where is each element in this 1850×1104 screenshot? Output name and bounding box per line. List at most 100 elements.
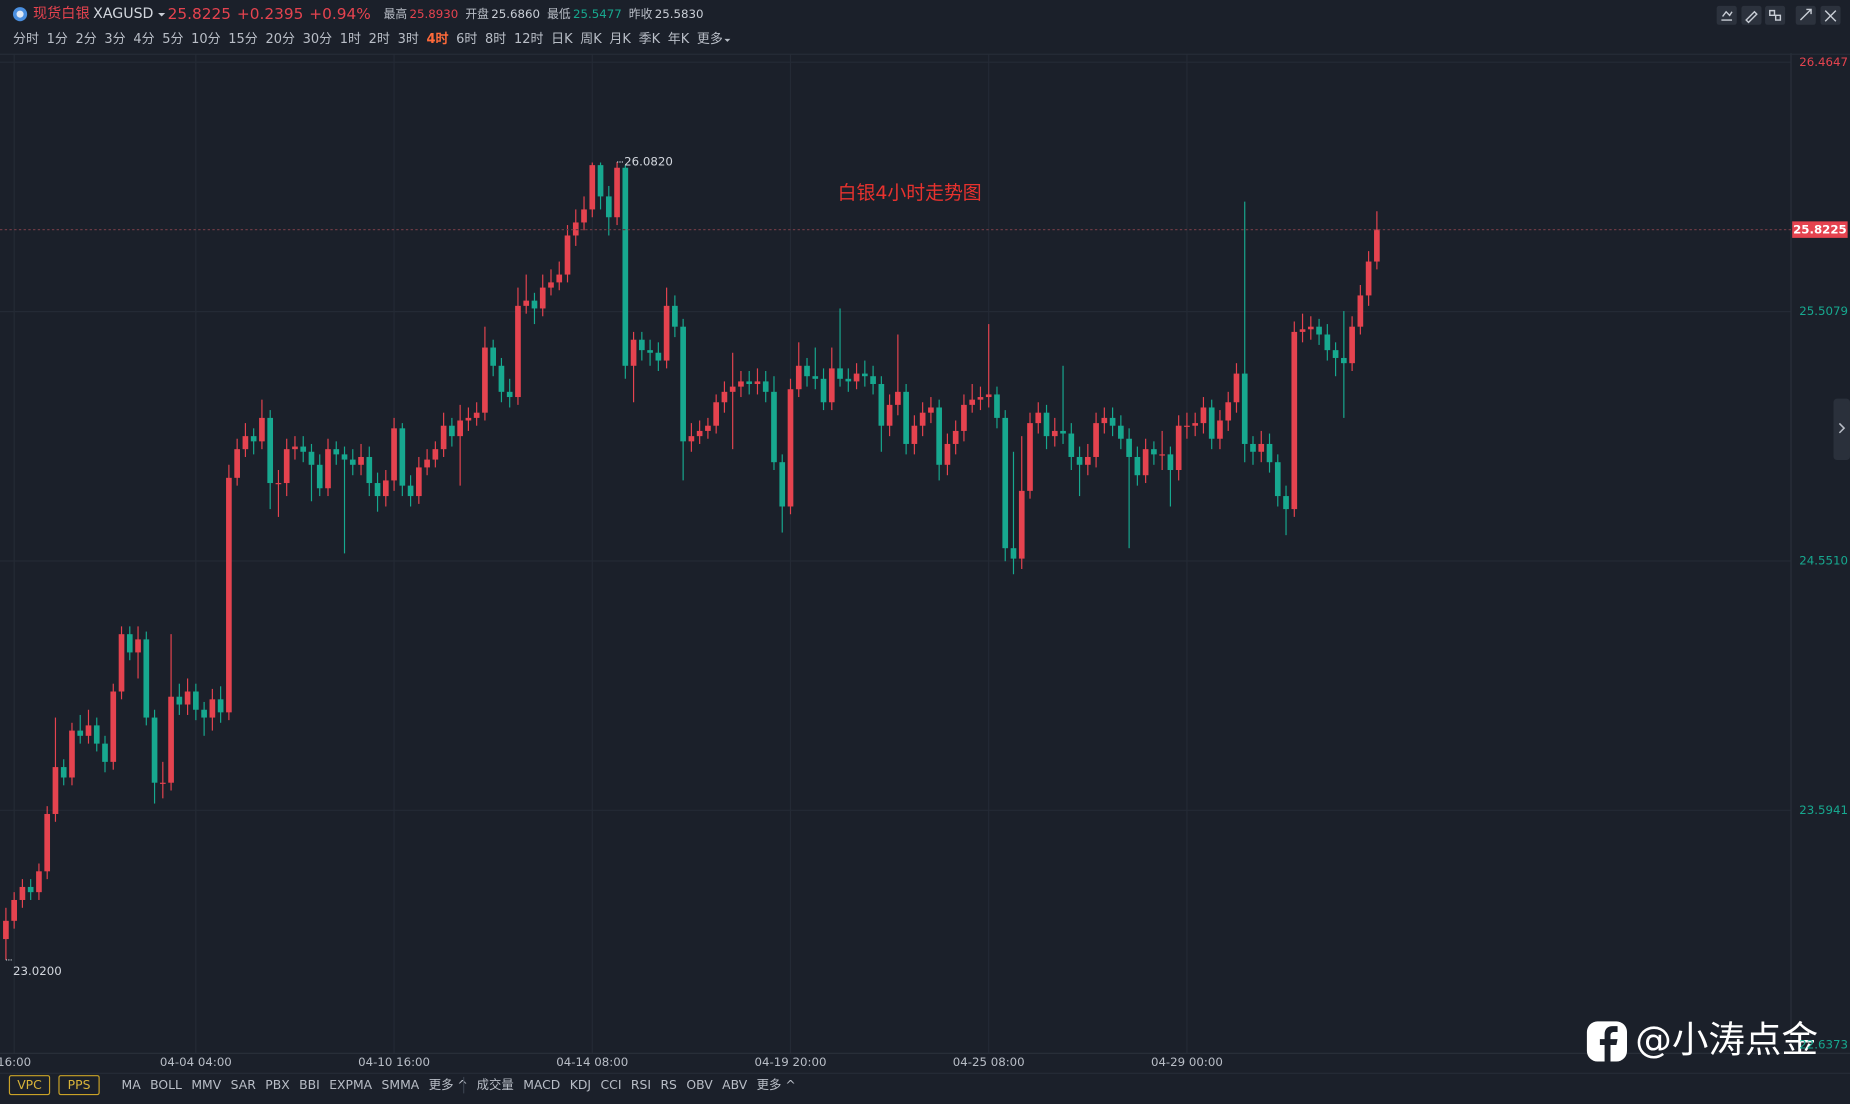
x-tick-label: 04-04 04:00 <box>160 1055 232 1069</box>
candle-body <box>93 725 100 744</box>
candle-body <box>1043 412 1050 437</box>
indicator-button[interactable]: PBX <box>265 1078 290 1092</box>
candle-body <box>977 397 984 400</box>
candle-body <box>151 717 158 783</box>
timeframe-button[interactable]: 15分 <box>228 31 258 46</box>
candle-body <box>416 467 422 497</box>
sub-indicator-button[interactable]: MACD <box>523 1078 560 1092</box>
candle-body <box>275 483 282 485</box>
candles <box>3 162 1380 960</box>
symbol-code: XAGUSD <box>93 6 153 22</box>
sub-indicator-button[interactable]: KDJ <box>570 1078 591 1092</box>
timeframe-button[interactable]: 日K <box>551 31 573 46</box>
side-panel-toggle[interactable] <box>1833 398 1850 460</box>
boxed-indicator: PPS <box>68 1078 91 1092</box>
candle-body <box>118 634 125 692</box>
tool-button[interactable] <box>1716 5 1737 25</box>
timeframe-button[interactable]: 3时 <box>398 31 419 46</box>
timeframe-button[interactable]: 6时 <box>456 31 477 46</box>
timeframe-button[interactable]: 分时 <box>13 31 39 46</box>
candle-body <box>143 639 150 718</box>
candle-body <box>804 365 810 377</box>
timeframe-button[interactable]: 年K <box>668 31 690 46</box>
candle-body <box>1291 331 1298 510</box>
indicator-button[interactable]: SMMA <box>382 1078 420 1092</box>
sub-indicator-button[interactable]: CCI <box>601 1078 622 1092</box>
indicator-button[interactable]: BOLL <box>150 1078 182 1092</box>
timeframe-button[interactable]: 季K <box>639 31 661 46</box>
sub-indicator-button[interactable]: RS <box>660 1078 677 1092</box>
timeframe-button[interactable]: 2时 <box>369 31 390 46</box>
stat-value: 25.6860 <box>491 7 540 21</box>
candle-body <box>903 391 909 444</box>
indicator-button[interactable]: EXPMA <box>329 1078 372 1092</box>
candle-body <box>605 196 612 218</box>
timeframe-button[interactable]: 1分 <box>47 31 68 46</box>
tool-icon <box>1799 8 1812 21</box>
candle-body <box>1035 412 1042 424</box>
indicator-button[interactable]: MMV <box>191 1078 221 1092</box>
timeframe-button[interactable]: 12时 <box>514 31 544 46</box>
candle-body <box>969 399 976 405</box>
indicator-button[interactable]: 更多 ^ <box>429 1078 468 1092</box>
indicator-button[interactable]: BBI <box>299 1078 320 1092</box>
timeframe-button[interactable]: 10分 <box>191 31 221 46</box>
candle-body <box>820 378 827 403</box>
sub-indicator-button[interactable]: 成交量 <box>477 1077 514 1092</box>
candle-body <box>531 300 538 309</box>
indicator-button[interactable]: SAR <box>231 1078 257 1092</box>
candle-body <box>349 459 356 465</box>
candle-body <box>201 709 207 718</box>
timeframe-button[interactable]: 30分 <box>303 31 333 46</box>
timeframe-button[interactable]: 8时 <box>485 31 506 46</box>
candle-body <box>1126 438 1132 457</box>
timeframe-button[interactable]: 20分 <box>265 31 295 46</box>
timeframe-button[interactable]: 3分 <box>104 31 125 46</box>
stat-value: 25.5477 <box>573 7 622 21</box>
candle-body <box>135 639 141 653</box>
candle-body <box>1175 425 1182 471</box>
candle-body <box>1266 443 1273 463</box>
indicator-box[interactable] <box>8 1075 51 1096</box>
timeframe-button[interactable]: 4分 <box>133 31 154 46</box>
watermark: @小涛点金 <box>1635 1018 1818 1061</box>
sub-indicator-button[interactable]: 更多 ^ <box>757 1078 796 1092</box>
timeframe-button[interactable]: 4时 <box>426 30 448 46</box>
candle-body <box>234 449 240 478</box>
candle-body <box>159 782 166 784</box>
candle-body <box>1134 456 1141 476</box>
timeframe-button[interactable]: 月K <box>609 31 631 46</box>
candle-body <box>639 339 645 351</box>
candle-body <box>1299 329 1306 332</box>
candle-body <box>482 347 488 413</box>
candle-body <box>1208 407 1215 439</box>
stat-label: 最低 <box>547 7 571 21</box>
timeframe-button[interactable]: 5分 <box>162 31 183 46</box>
change-pct: +0.94% <box>309 5 371 23</box>
timeframe-button[interactable]: 周K <box>580 31 602 46</box>
watermark-icon-glyph <box>1599 1026 1618 1062</box>
extreme-label: 26.0820 <box>624 155 673 169</box>
candle-body <box>1349 326 1355 364</box>
sub-indicator-button[interactable]: OBV <box>686 1078 713 1092</box>
x-tick-label: 04-19 20:00 <box>755 1055 827 1069</box>
candle-body <box>713 402 719 426</box>
timeframe-button[interactable]: 1时 <box>340 31 361 46</box>
candle-body <box>432 449 439 460</box>
candle-body <box>828 368 835 403</box>
timeframe-button[interactable]: 更多 <box>697 30 723 46</box>
indicator-box[interactable] <box>58 1075 100 1096</box>
symbol-dropdown[interactable] <box>158 12 166 17</box>
candle-body <box>193 691 199 710</box>
tool-icon <box>1824 10 1837 22</box>
sub-indicator-button[interactable]: RSI <box>631 1078 651 1092</box>
sub-indicator-button[interactable]: ABV <box>722 1078 748 1092</box>
indicator-button[interactable]: MA <box>122 1078 142 1092</box>
candle-body <box>308 451 315 465</box>
candle-body <box>696 430 703 437</box>
x-tick-label: 04-29 00:00 <box>1151 1055 1223 1069</box>
timeframe-button[interactable]: 2分 <box>76 31 97 46</box>
candle-body <box>1142 449 1149 476</box>
candle-body <box>1068 433 1075 457</box>
